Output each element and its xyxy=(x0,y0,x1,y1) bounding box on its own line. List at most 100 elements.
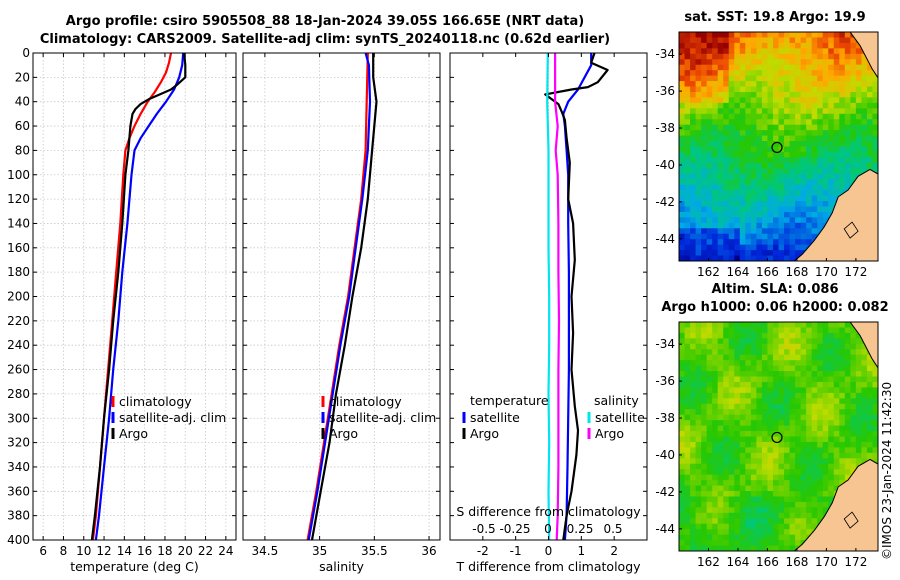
map-cell xyxy=(750,327,757,334)
y-tick-label: -40 xyxy=(655,158,675,172)
map-cell xyxy=(706,195,713,202)
map-cell xyxy=(839,441,846,448)
map-cell xyxy=(712,42,719,49)
map-cell xyxy=(739,250,746,257)
map-cell xyxy=(717,332,724,339)
map-cell xyxy=(811,496,818,503)
map-cell xyxy=(795,392,802,399)
map-cell xyxy=(690,436,697,443)
map-cell xyxy=(756,53,763,60)
map-cell xyxy=(767,338,774,345)
map-cell xyxy=(784,173,791,180)
map-cell xyxy=(817,195,824,202)
map-cell xyxy=(712,409,719,416)
map-cell xyxy=(739,81,746,88)
map-cell xyxy=(717,376,724,383)
map-cell xyxy=(839,452,846,459)
map-cell xyxy=(855,97,863,104)
map-cell xyxy=(817,338,824,345)
map-cell xyxy=(778,70,785,77)
map-cell xyxy=(800,387,807,394)
map-cell xyxy=(778,48,785,55)
map-cell xyxy=(828,53,835,60)
map-cell xyxy=(806,70,813,77)
map-cell xyxy=(717,496,724,503)
map-cell xyxy=(811,70,818,77)
map-cell xyxy=(822,53,829,60)
map-cell xyxy=(690,376,697,383)
secondary-x-tick-label: 0.5 xyxy=(603,522,622,536)
map-cell xyxy=(745,523,752,530)
map-cell xyxy=(684,387,691,394)
map-cell xyxy=(739,86,746,93)
map-cell xyxy=(717,151,724,158)
map-cell xyxy=(789,501,796,508)
map-cell xyxy=(761,447,769,454)
map-cell xyxy=(745,469,752,476)
map-cell xyxy=(728,255,735,261)
map-cell xyxy=(690,518,697,525)
map-cell xyxy=(855,75,863,82)
series-line-argo xyxy=(310,53,378,541)
map-cell xyxy=(739,119,746,126)
map-cell xyxy=(789,431,796,438)
map-cell xyxy=(750,392,757,399)
map-cell xyxy=(684,113,691,120)
map-cell xyxy=(822,206,829,213)
map-cell xyxy=(701,371,708,378)
map-cell xyxy=(701,381,708,389)
map-cell xyxy=(690,540,697,547)
map-cell xyxy=(723,447,730,454)
map-cell xyxy=(872,392,878,399)
map-cell xyxy=(695,420,702,427)
map-cell xyxy=(822,452,829,459)
map-cell xyxy=(684,146,691,153)
map-cell xyxy=(784,474,791,481)
map-cell xyxy=(712,458,719,465)
y-tick-label: 380 xyxy=(7,509,30,523)
map-cell xyxy=(772,371,780,378)
map-cell xyxy=(861,53,868,60)
map-cell xyxy=(800,392,807,399)
map-cell xyxy=(695,64,702,71)
map-cell xyxy=(761,458,769,465)
map-cell xyxy=(866,371,874,378)
map-cell xyxy=(690,447,697,454)
map-cell xyxy=(767,37,774,44)
map-cell xyxy=(850,441,857,448)
map-cell xyxy=(728,250,735,257)
map-cell xyxy=(717,97,724,104)
map-cell xyxy=(679,42,686,49)
map-cell xyxy=(728,545,735,551)
map-cell xyxy=(822,343,829,350)
map-cell xyxy=(839,463,846,470)
map-cell xyxy=(872,409,878,416)
map-cell xyxy=(817,458,824,465)
map-cell xyxy=(833,113,840,120)
map-cell xyxy=(778,228,785,235)
map-cell xyxy=(690,124,697,131)
map-cell xyxy=(761,250,769,257)
map-cell xyxy=(745,365,752,372)
map-cell xyxy=(679,480,686,487)
map-cell xyxy=(712,491,719,498)
map-cell xyxy=(701,37,708,44)
map-cell xyxy=(800,414,807,421)
map-cell xyxy=(728,81,735,88)
map-cell xyxy=(772,119,780,126)
map-cell xyxy=(712,485,719,492)
y-tick-label: -36 xyxy=(655,84,675,98)
map-cell xyxy=(789,184,796,191)
map-cell xyxy=(784,458,791,465)
map-cell xyxy=(701,540,708,547)
map-cell xyxy=(723,338,730,345)
map-cell xyxy=(789,102,796,109)
map-cell xyxy=(866,119,874,126)
map-cell xyxy=(701,474,708,481)
figure-title-line1: Argo profile: csiro 5905508_88 18-Jan-20… xyxy=(65,14,585,29)
map-cell xyxy=(728,135,735,142)
map-cell xyxy=(712,91,719,99)
map-cell xyxy=(789,151,796,158)
map-cell xyxy=(728,173,735,180)
map-cell xyxy=(712,431,719,438)
